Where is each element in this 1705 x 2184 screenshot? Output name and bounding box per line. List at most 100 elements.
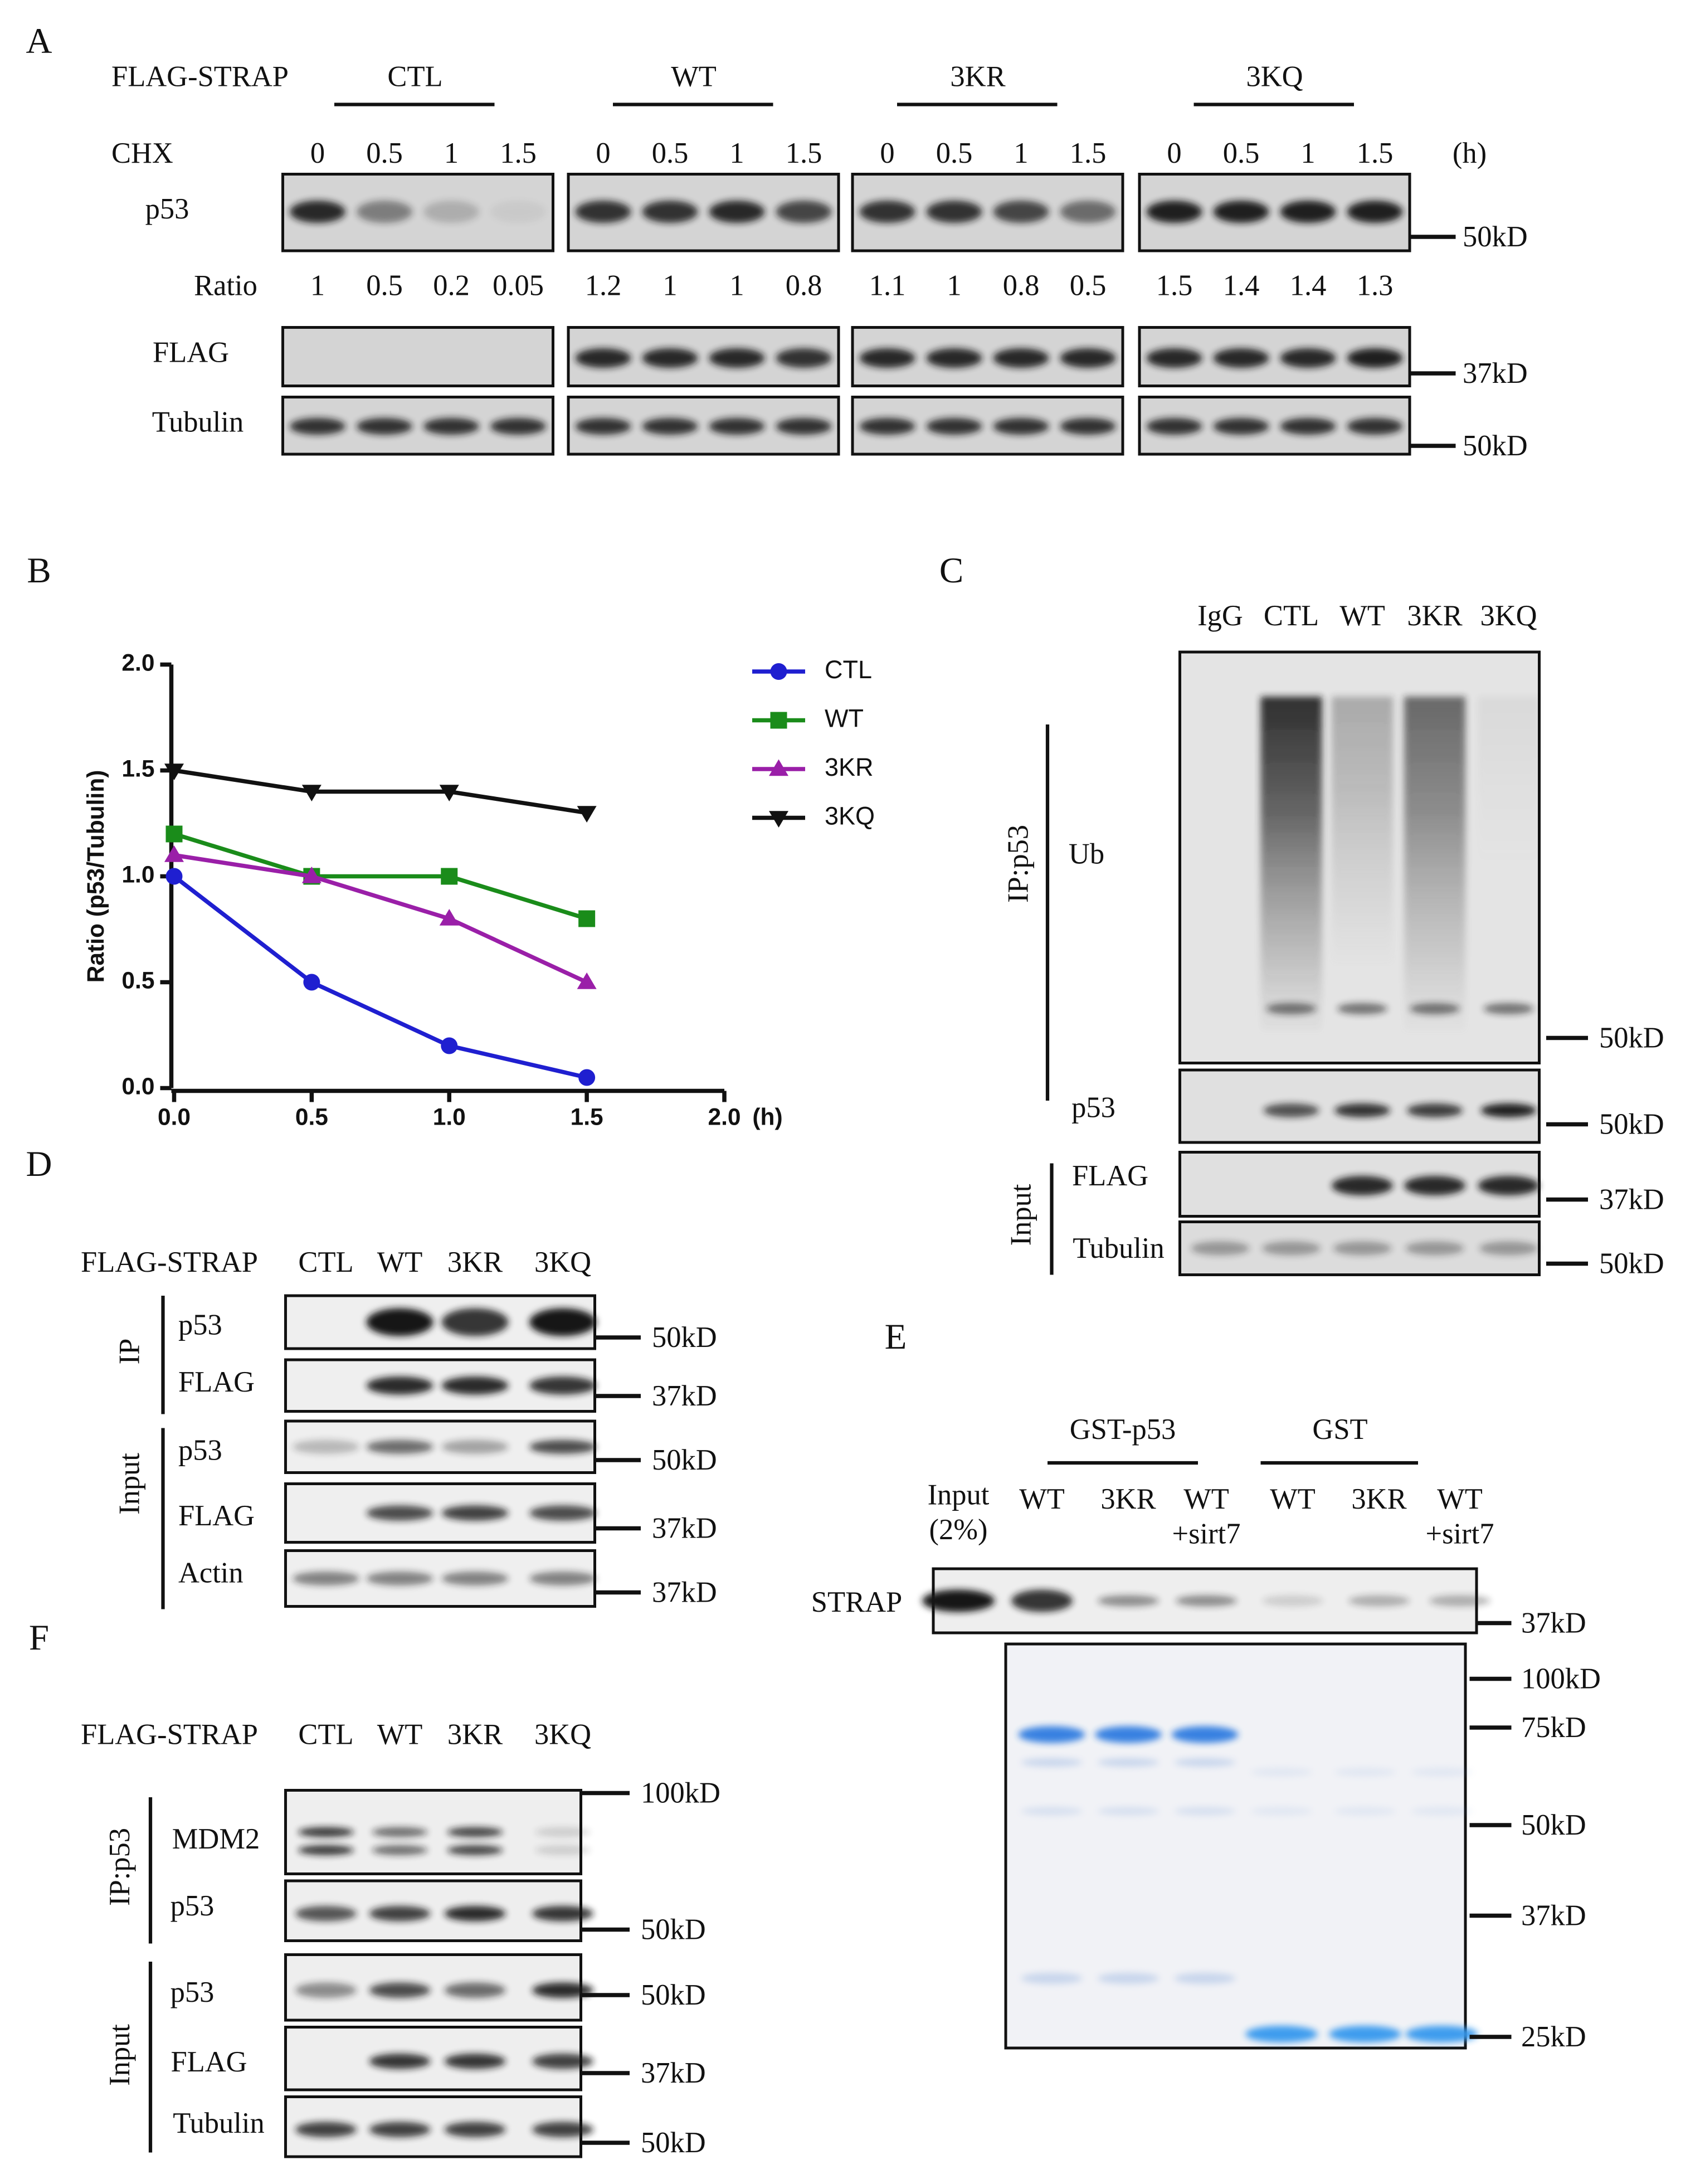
data-point [769,759,788,776]
band [369,2122,431,2137]
band [357,201,412,223]
time-unit: (h) [1453,137,1487,169]
legend-label: CTL [825,655,872,684]
lane-label: CTL [298,1719,353,1751]
data-point [441,1037,458,1054]
band [709,348,765,368]
size-marker: 50kD [641,1914,706,1946]
time-label: 0 [1167,137,1181,169]
band [298,1845,354,1855]
group-label: GST [1312,1413,1367,1446]
data-point [164,763,184,780]
band [859,348,915,368]
legend-label: WT [825,704,864,732]
lane-label: 3KQ [534,1246,591,1278]
data-point [770,663,787,680]
ratio-value: 1.3 [1357,270,1394,302]
band [529,1308,596,1336]
band [295,1982,357,1998]
x-tick-label: 1.5 [571,1105,603,1131]
ratio-value: 1.4 [1223,270,1260,302]
band [1483,1003,1534,1014]
data-point [164,845,184,862]
data-point [439,785,459,801]
band [1333,1241,1392,1256]
band [1348,1595,1410,1607]
band [1191,1241,1250,1256]
size-marker: 100kD [1521,1663,1601,1695]
band [1018,1726,1085,1743]
band [1407,1103,1463,1117]
group-label: GST-p53 [1070,1413,1176,1446]
band [447,1827,503,1837]
time-label: 1.5 [1070,137,1107,169]
data-point [439,909,459,926]
band [532,2122,593,2137]
band [575,201,631,223]
band [575,348,631,368]
lane-label: WT [1437,1483,1483,1515]
lane-label: IgG [1197,600,1243,632]
size-marker: 37kD [641,2057,706,2089]
band [1021,1973,1083,1984]
size-marker: 37kD [1599,1184,1664,1216]
band [366,1505,433,1521]
band [293,1572,359,1585]
band [1329,2026,1401,2042]
band [993,418,1049,435]
band [1095,1726,1162,1743]
series-line [173,853,588,984]
series-line [173,768,587,815]
band [1404,1176,1465,1195]
band [1174,1807,1236,1816]
lane-label: WT [1019,1483,1065,1515]
band [535,1827,591,1837]
band [709,201,765,223]
ratio-value: 1 [662,270,677,302]
band [926,418,982,435]
band [1021,1807,1083,1816]
time-label: 1 [1014,137,1028,169]
band [290,201,345,223]
band [1429,1595,1490,1607]
ratio-value: 1.5 [1156,270,1193,302]
band [366,1376,433,1395]
size-marker: 50kD [1599,1022,1664,1054]
band [1213,418,1269,435]
band [1337,1003,1387,1014]
band [776,201,832,223]
lane-label: CTL [1264,600,1319,632]
size-marker: 75kD [1521,1711,1586,1744]
band [447,1845,503,1855]
band [1174,1758,1236,1767]
time-label: 1.5 [1357,137,1394,169]
ratio-value: 1.2 [585,270,622,302]
lane-label: +sirt7 [1426,1518,1494,1550]
band [1213,348,1269,368]
x-axis-label: (h) [752,1105,782,1131]
construct-label: FLAG-STRAP [81,1719,258,1751]
size-marker: 25kD [1521,2021,1586,2053]
band [1251,1807,1312,1816]
ratio-value: 0.5 [366,270,403,302]
size-marker: 37kD [1521,1607,1586,1640]
band [529,1439,596,1454]
band [1280,348,1336,368]
ub-smear [1260,697,1322,1031]
data-point [165,868,183,885]
lane-label: +sirt7 [1172,1518,1241,1550]
band [532,1982,593,1998]
band [366,1308,433,1336]
data-point [578,910,596,927]
ratio-value: 0.8 [1003,270,1040,302]
band [441,1376,509,1395]
band [926,201,982,223]
lane-label: 3KR [447,1719,503,1751]
group-label: 3KQ [1246,61,1303,93]
y-tick-label: 1.0 [121,862,154,888]
chx-label: CHX [111,137,173,169]
row-label: FLAG [153,337,229,369]
band [1411,1807,1473,1816]
band [532,2054,593,2069]
